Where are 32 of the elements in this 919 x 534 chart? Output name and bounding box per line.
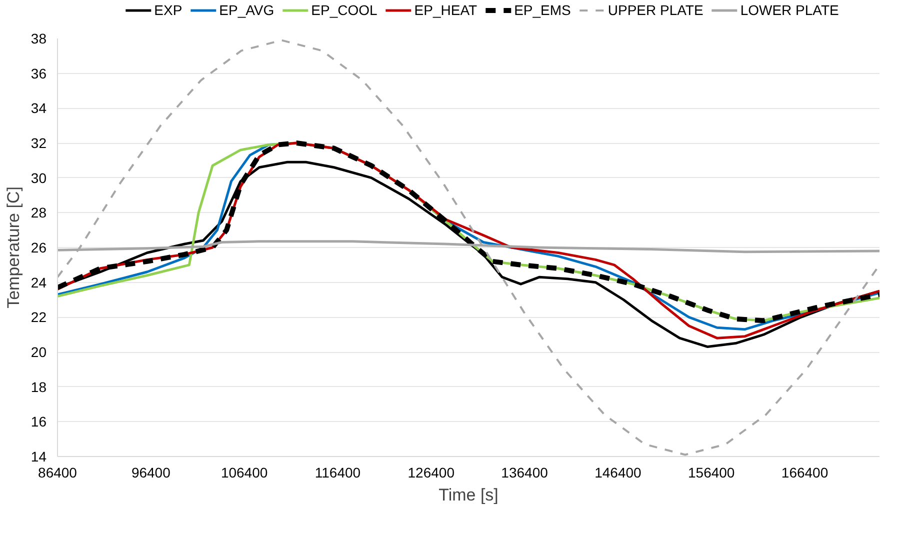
y-tick-label: 34: [30, 100, 47, 116]
x-tick-label: 166400: [781, 464, 828, 480]
legend-label: EP_AVG: [219, 2, 274, 18]
y-tick-label: 32: [30, 135, 47, 151]
legend-label: UPPER PLATE: [608, 2, 704, 18]
y-tick-label: 20: [30, 344, 47, 360]
y-tick-label: 14: [30, 448, 47, 464]
line-series: [58, 39, 880, 456]
x-axis-title: Time [s]: [438, 486, 498, 504]
legend-label: EP_HEAT: [414, 2, 478, 18]
legend-label: EP_COOL: [311, 2, 378, 18]
y-tick-label: 26: [30, 240, 47, 256]
y-tick-label: 18: [30, 378, 47, 395]
x-tick-label: 146400: [594, 464, 642, 480]
y-axis-title: Temperature [C]: [4, 186, 23, 308]
y-tick-label: 16: [30, 414, 47, 430]
legend-label: EXP: [154, 2, 182, 18]
y-tick-label: 22: [30, 309, 47, 326]
legend-label: EP_EMS: [514, 2, 571, 18]
x-tick-label: 136400: [501, 464, 548, 480]
y-tick-label: 30: [30, 170, 47, 186]
y-tick-label: 24: [30, 274, 47, 290]
y-tick-label: 36: [30, 65, 47, 82]
x-tick-label: 86400: [38, 464, 78, 480]
x-tick-label: 156400: [688, 464, 735, 480]
x-tick-label: 96400: [131, 464, 171, 480]
x-tick-label: 106400: [220, 464, 268, 480]
y-tick-label: 38: [30, 30, 47, 46]
x-tick-label: 116400: [314, 464, 361, 480]
legend-label: LOWER PLATE: [740, 2, 839, 18]
y-tick-label: 28: [30, 204, 47, 221]
x-tick-label: 126400: [408, 464, 455, 480]
